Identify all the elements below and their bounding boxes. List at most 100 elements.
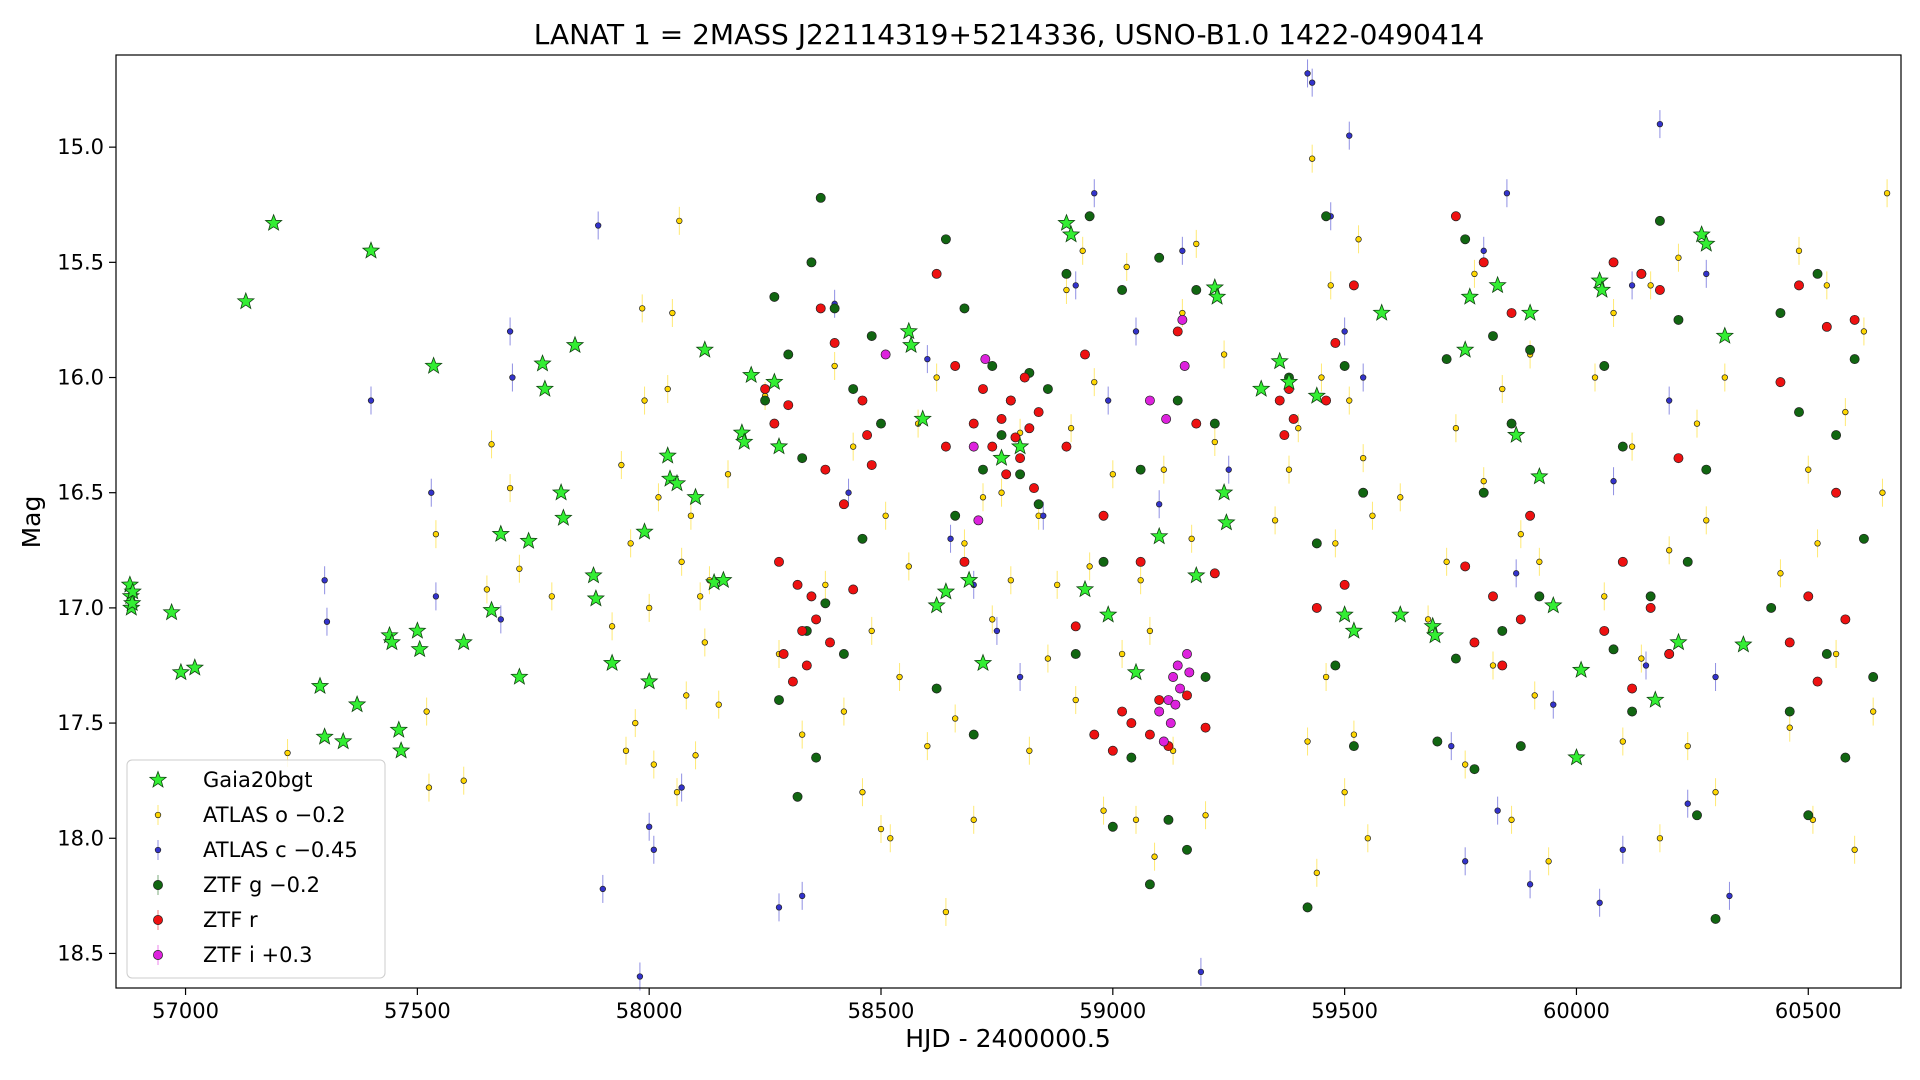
gaia-star-point: [927, 595, 946, 614]
gaia-star-point: [1217, 513, 1236, 531]
data-point: [838, 649, 849, 659]
data-point: [1803, 810, 1814, 821]
data-point: [968, 441, 979, 452]
plot-frame: [115, 54, 1902, 989]
data-point: [866, 460, 877, 471]
data-point: [1285, 466, 1293, 473]
data-point: [1654, 285, 1665, 295]
gaia-star-point: [533, 354, 552, 372]
data-point: [1701, 464, 1712, 475]
data-point: [1054, 581, 1061, 589]
legend-label: ATLAS c −0.45: [203, 838, 358, 862]
data-point: [1001, 469, 1012, 480]
gaia-star-point: [913, 409, 932, 427]
data-point: [769, 291, 780, 302]
data-point: [1610, 309, 1617, 317]
data-point: [1042, 384, 1053, 394]
data-point: [1775, 308, 1786, 318]
gaia-star-point: [742, 365, 761, 384]
data-point: [595, 222, 602, 229]
gaia-star-point: [1530, 466, 1549, 485]
data-point: [1499, 385, 1506, 393]
data-point: [1355, 236, 1362, 243]
data-point: [639, 305, 646, 312]
gaia-star-point: [510, 667, 529, 685]
data-point: [1175, 683, 1185, 694]
data-point: [1832, 650, 1840, 658]
gaia-star-point: [1520, 303, 1540, 321]
data-point: [1200, 722, 1211, 733]
data-point: [1321, 211, 1332, 222]
data-point: [1601, 593, 1608, 600]
data-point: [1517, 531, 1524, 538]
data-point: [1098, 510, 1109, 521]
data-point: [970, 816, 977, 823]
data-point: [882, 512, 889, 519]
gaia-star-point: [899, 321, 918, 340]
data-point: [1591, 374, 1599, 381]
data-point: [1503, 190, 1511, 197]
y-axis: 15.0 15.5 16.0 16.5 17.0 17.5 18.0 18.5: [57, 135, 116, 965]
data-point: [1693, 420, 1701, 427]
data-point: [1339, 361, 1350, 371]
data-point: [996, 430, 1007, 441]
data-point: [845, 489, 852, 496]
data-point: [1469, 637, 1480, 648]
data-point: [1526, 881, 1534, 888]
data-point: [1091, 190, 1098, 197]
data-point: [1033, 499, 1044, 510]
gaia-star-point: [1646, 690, 1665, 708]
series-2: [321, 59, 1733, 991]
gaia-star-point: [236, 291, 255, 310]
data-point: [1795, 247, 1803, 254]
data-point: [811, 614, 822, 625]
data-point: [1784, 706, 1795, 717]
data-point: [1332, 540, 1339, 547]
data-point: [1070, 621, 1081, 632]
gaia-star-point: [551, 483, 571, 501]
data-point: [1460, 561, 1471, 572]
data-point: [1202, 812, 1209, 819]
gaia-star-point: [1460, 287, 1479, 305]
data-point: [646, 823, 653, 830]
gaia-star-point: [519, 531, 538, 549]
data-point: [1151, 853, 1158, 860]
data-point: [1107, 821, 1118, 832]
gaia-star-point: [658, 446, 677, 464]
data-point: [1692, 810, 1702, 821]
data-point: [1309, 155, 1316, 162]
data-point: [1211, 438, 1218, 446]
gaia-star-point: [1372, 303, 1391, 321]
data-point: [1784, 637, 1795, 648]
data-point: [1450, 653, 1461, 664]
x-tick-label: 60000: [1543, 999, 1610, 1023]
data-point: [968, 729, 979, 740]
series-1: [284, 144, 1891, 926]
data-point: [1220, 351, 1228, 358]
gaia-star-point: [1270, 351, 1289, 370]
data-point: [799, 731, 806, 738]
data-point: [1814, 540, 1821, 547]
data-point: [1703, 270, 1710, 278]
data-point: [1424, 616, 1432, 623]
data-point: [1061, 268, 1072, 279]
data-point: [1154, 706, 1165, 717]
legend-star-marker: [148, 770, 168, 788]
legend-marker: [154, 846, 162, 854]
data-point: [1840, 752, 1851, 763]
data-point: [1684, 742, 1691, 750]
gaia-star-point: [1590, 271, 1609, 289]
data-point: [1179, 247, 1186, 254]
x-axis: 57000 57500 58000 58500 59000 59500 60000 60500: [152, 988, 1842, 1023]
data-point: [1015, 453, 1026, 464]
gaia-star-point: [936, 582, 956, 600]
data-point: [1182, 844, 1192, 855]
data-point: [797, 453, 808, 464]
gaia-star-point: [1425, 625, 1445, 644]
legend-label: Gaia20bgt: [203, 768, 312, 792]
data-point: [1100, 807, 1107, 814]
y-tick-label: 15.5: [57, 250, 104, 274]
data-point: [1304, 738, 1311, 745]
data-point: [1302, 902, 1313, 913]
data-point: [1627, 706, 1638, 717]
